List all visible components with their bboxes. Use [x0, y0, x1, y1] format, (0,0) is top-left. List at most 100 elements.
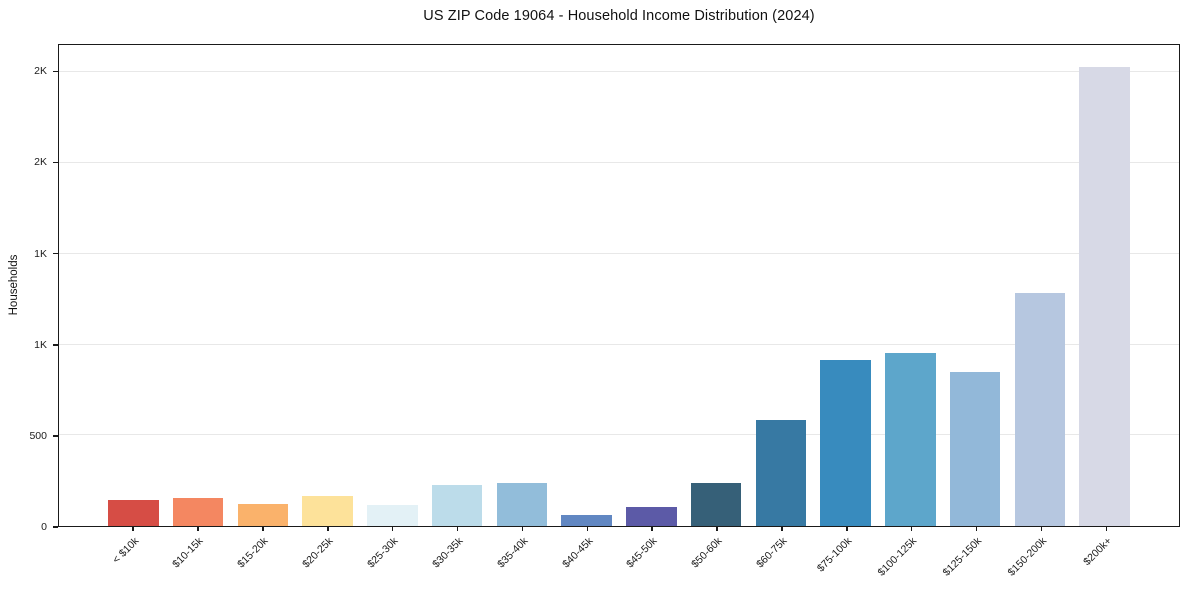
bar-slot — [554, 45, 619, 526]
x-tick-slot: < $10k — [100, 527, 165, 589]
bar — [302, 495, 353, 526]
bar-slot — [684, 45, 749, 526]
x-tick-mark — [846, 527, 848, 531]
x-tick-slot: $20-25k — [295, 527, 360, 589]
y-tick-label: 2K — [34, 156, 47, 169]
bar — [626, 506, 677, 526]
plot-area — [58, 44, 1180, 527]
bar-slot — [943, 45, 1008, 526]
x-tick-slot: $35-40k — [489, 527, 554, 589]
x-tick-label: $50-60k — [689, 535, 725, 571]
bar-slot — [1072, 45, 1137, 526]
bar — [755, 420, 807, 526]
bar — [820, 359, 871, 526]
gridline — [59, 161, 1179, 163]
x-tick-mark — [651, 527, 653, 531]
x-tick-slot: $25-30k — [360, 527, 425, 589]
x-tick-slot: $125-150k — [941, 527, 1008, 589]
bar-slot — [360, 45, 425, 526]
bar-slot — [813, 45, 878, 526]
gridline — [59, 434, 1179, 436]
x-tick-slot: $15-20k — [230, 527, 295, 589]
x-tick-mark — [586, 527, 589, 531]
bar — [367, 504, 418, 526]
x-tick-mark — [521, 527, 524, 531]
bars-container — [59, 45, 1179, 526]
x-axis: < $10k $10-15k $15-20k $20-25k $25-30k $30-35… — [58, 527, 1180, 589]
x-tick-slot: $150-200k — [1005, 527, 1073, 589]
x-tick-label: $35-40k — [494, 535, 531, 571]
bar — [237, 504, 289, 526]
x-tick-label: $60-75k — [754, 535, 790, 571]
bar — [561, 515, 612, 526]
x-tick-mark — [262, 527, 264, 531]
bar-slot — [749, 45, 814, 526]
x-tick-label: $75-100k — [815, 535, 855, 575]
bar — [690, 482, 742, 526]
bar — [885, 352, 936, 526]
bar-slot — [101, 45, 166, 526]
bar — [431, 484, 483, 526]
x-tick-slot: $60-75k — [749, 527, 814, 589]
bar-slot — [295, 45, 360, 526]
x-tick-mark — [1105, 527, 1108, 531]
chart-title: US ZIP Code 19064 - Household Income Dis… — [423, 8, 815, 24]
x-tick-mark — [975, 527, 978, 531]
x-tick-mark — [910, 527, 913, 531]
x-tick-mark — [327, 527, 329, 531]
gridline — [59, 252, 1179, 254]
x-tick-mark — [1040, 527, 1043, 531]
bar-slot — [490, 45, 555, 526]
x-tick-mark — [132, 527, 134, 531]
x-tick-slot: $75-100k — [814, 527, 879, 589]
y-tick-mark — [53, 70, 58, 73]
bar-slot — [231, 45, 296, 526]
bar-slot — [166, 45, 231, 526]
bar-slot — [878, 45, 943, 526]
x-tick-label: < $10k — [109, 535, 141, 566]
x-tick-slot: $10-15k — [165, 527, 230, 589]
x-tick-label: $100-125k — [875, 535, 920, 579]
x-tick-mark — [456, 527, 459, 531]
bar-slot — [619, 45, 684, 526]
x-tick-mark — [197, 527, 199, 531]
x-tick-label: $200k+ — [1080, 535, 1115, 569]
bar — [1014, 293, 1066, 526]
x-tick-label: $15-20k — [235, 535, 271, 571]
bar-slot — [425, 45, 490, 526]
x-tick-label: $10-15k — [170, 535, 206, 571]
y-tick-mark — [53, 344, 58, 346]
bar-slot — [1008, 45, 1073, 526]
x-tick-label: $45-50k — [624, 535, 660, 571]
y-tick-mark — [53, 161, 58, 164]
x-tick-mark — [716, 527, 718, 531]
y-tick-label: 1K — [34, 338, 47, 351]
y-tick-label: 500 — [29, 429, 47, 442]
x-tick-label: $20-25k — [300, 535, 336, 571]
y-tick-label: 1K — [34, 247, 47, 260]
y-tick-label: 2K — [34, 65, 47, 78]
y-tick-mark — [53, 435, 58, 437]
y-tick-mark — [53, 526, 58, 528]
y-tick-label: 0 — [41, 521, 47, 533]
x-tick-mark — [781, 527, 783, 531]
x-tick-slot: $30-35k — [424, 527, 489, 589]
x-tick-slot: $100-125k — [875, 527, 944, 589]
x-tick-label: $150-200k — [1005, 535, 1050, 579]
x-tick-label: $30-35k — [429, 535, 466, 571]
gridline — [59, 343, 1179, 345]
gridline — [59, 71, 1179, 73]
x-tick-slot: $50-60k — [684, 527, 749, 589]
bar — [949, 372, 1001, 526]
y-axis: 0 500 1K 1K 2K 2K — [0, 44, 58, 533]
x-tick-mark — [391, 527, 394, 531]
x-tick-slot: $40-45k — [554, 527, 619, 589]
x-tick-label: $25-30k — [365, 535, 401, 571]
x-tick-slot: $200k+ — [1073, 527, 1138, 589]
bar — [496, 483, 548, 526]
bar — [172, 498, 224, 526]
y-tick-mark — [53, 252, 58, 255]
x-tick-slot: $45-50k — [619, 527, 684, 589]
bar — [1079, 66, 1130, 526]
